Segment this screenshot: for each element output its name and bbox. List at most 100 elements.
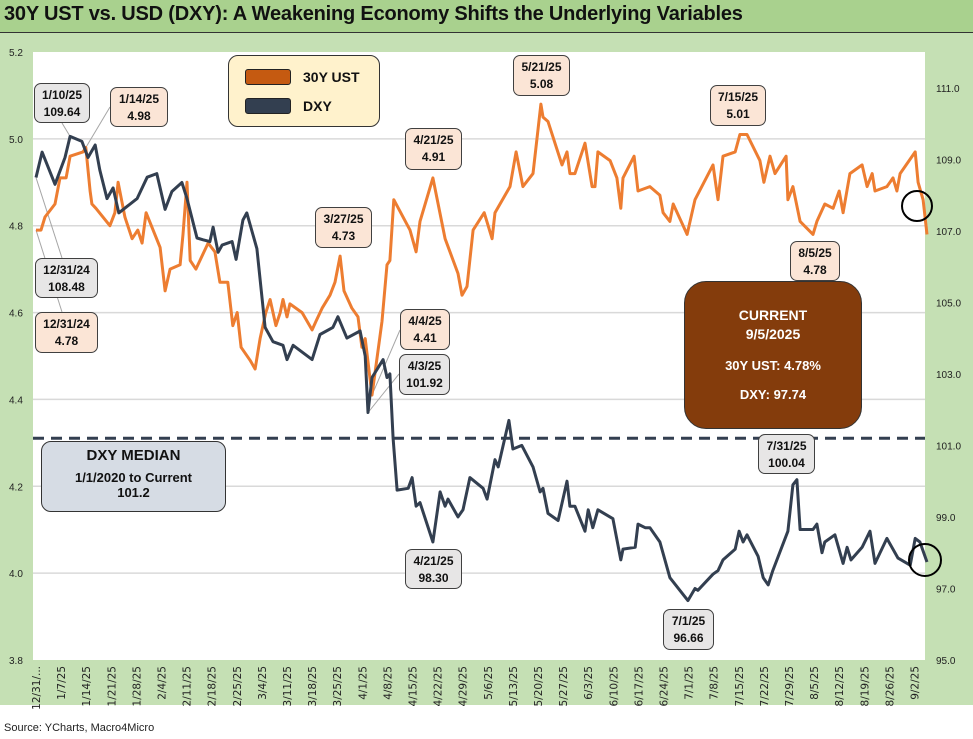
x-tick-label: 1/7/25	[56, 666, 68, 700]
x-tick-label: 2/11/25	[182, 666, 194, 706]
callout-leader-line	[61, 122, 71, 137]
x-tick-label: 1/28/25	[131, 666, 143, 706]
callout-ust-7-15: 7/15/25 5.01	[710, 85, 766, 126]
median-heading: DXY MEDIAN	[86, 447, 181, 464]
callout-dxy-7-1: 7/1/25 96.66	[663, 609, 714, 650]
y-right-tick-label: 103.0	[936, 370, 961, 381]
x-tick-label: 2/18/25	[207, 666, 219, 706]
callout-date: 5/21/25	[521, 60, 562, 74]
callout-value: 100.04	[768, 456, 805, 470]
x-tick-label: 12/31/...	[31, 666, 43, 710]
callout-date: 7/1/25	[671, 614, 706, 628]
x-tick-label: 1/21/25	[106, 666, 118, 706]
y-right-tick-label: 105.0	[936, 298, 961, 309]
callout-ust-4-4: 4/4/25 4.41	[400, 309, 450, 350]
callout-date: 7/15/25	[717, 90, 759, 104]
x-tick-label: 1/14/25	[81, 666, 93, 706]
y-left-tick-label: 3.8	[9, 656, 23, 667]
callout-date: 4/4/25	[408, 314, 442, 328]
x-tick-label: 6/10/25	[608, 666, 620, 706]
x-tick-label: 8/5/25	[809, 666, 821, 700]
callout-dxy-4-21: 4/21/25 98.30	[405, 549, 462, 589]
callout-value: 108.48	[48, 280, 85, 294]
legend-item-dxy: DXY	[245, 98, 332, 114]
x-tick-label: 5/27/25	[558, 666, 570, 706]
x-tick-label: 8/12/25	[834, 666, 846, 706]
callout-value: 4.91	[421, 150, 446, 164]
median-value: 101.2	[117, 485, 150, 500]
x-tick-label: 7/1/25	[684, 666, 696, 700]
callout-dxy-4-3: 4/3/25 101.92	[399, 354, 450, 395]
callout-value: 4.78	[54, 334, 79, 348]
callout-date: 4/21/25	[413, 554, 454, 568]
callout-ust-4-21: 4/21/25 4.91	[405, 128, 462, 170]
legend-swatch-dxy	[245, 98, 291, 114]
legend-swatch-ust	[245, 69, 291, 85]
source-note: Source: YCharts, Macro4Micro	[4, 722, 155, 734]
current-dxy: DXY: 97.74	[739, 387, 807, 402]
x-tick-label: 3/11/25	[282, 666, 294, 706]
callout-leader-line	[367, 373, 400, 413]
y-right-tick-label: 111.0	[936, 84, 960, 95]
callout-value: 98.30	[418, 571, 449, 585]
current-heading: CURRENT	[738, 307, 808, 323]
callout-date: 7/31/25	[766, 439, 807, 453]
legend-label-ust: 30Y UST	[303, 69, 360, 85]
callout-date: 12/31/24	[43, 263, 90, 277]
x-tick-label: 2/4/25	[156, 666, 168, 700]
title-bar: 30Y UST vs. USD (DXY): A Weakening Econo…	[0, 0, 973, 33]
y-left-tick-label: 4.8	[9, 222, 23, 233]
x-tick-label: 2/25/25	[232, 666, 244, 706]
callout-date: 12/31/24	[43, 317, 90, 331]
legend: 30Y UST DXY	[228, 55, 380, 127]
callout-date: 4/21/25	[413, 133, 454, 147]
callout-value: 4.41	[413, 331, 437, 345]
callout-ust-3-27: 3/27/25 4.73	[315, 207, 372, 248]
callout-value: 4.98	[127, 109, 151, 123]
x-tick-label: 7/15/25	[734, 666, 746, 706]
y-left-tick-label: 4.0	[9, 569, 23, 580]
callout-date: 1/10/25	[41, 88, 83, 102]
callout-date: 1/14/25	[118, 92, 160, 106]
x-tick-label: 6/24/25	[658, 666, 670, 706]
ust-current-highlight-circle	[901, 190, 933, 222]
callout-value: 96.66	[673, 631, 704, 645]
callout-leader-line	[371, 329, 401, 396]
current-values-box: CURRENT 9/5/2025 30Y UST: 4.78% DXY: 97.…	[684, 281, 862, 429]
y-right-tick-label: 95.0	[936, 656, 956, 667]
ust-series-line	[36, 102, 929, 397]
x-tick-label: 7/29/25	[784, 666, 796, 706]
callout-dxy-1-10: 1/10/25 109.64	[34, 83, 90, 123]
y-right-tick-label: 99.0	[936, 513, 956, 524]
dxy-series-line	[34, 134, 929, 603]
x-tick-label: 4/22/25	[433, 666, 445, 706]
x-tick-label: 3/4/25	[257, 666, 269, 700]
callout-value: 5.01	[726, 107, 750, 121]
x-tick-label: 8/26/25	[884, 666, 896, 706]
callout-leader-line	[35, 177, 63, 259]
current-date: 9/5/2025	[745, 326, 801, 342]
x-tick-label: 8/19/25	[859, 666, 871, 706]
x-tick-label: 4/1/25	[357, 666, 369, 700]
x-tick-label: 6/17/25	[633, 666, 645, 706]
callout-date: 4/3/25	[407, 359, 442, 373]
x-tick-label: 5/13/25	[508, 666, 520, 706]
y-left-tick-label: 4.2	[9, 482, 23, 493]
x-tick-label: 3/25/25	[332, 666, 344, 706]
callout-value: 4.78	[803, 263, 827, 277]
callout-ust-8-5: 8/5/25 4.78	[790, 241, 840, 281]
x-tick-label: 7/22/25	[759, 666, 771, 706]
callout-ust-12-31: 12/31/24 4.78	[35, 312, 98, 353]
median-period: 1/1/2020 to Current	[74, 470, 193, 485]
callout-ust-1-14: 1/14/25 4.98	[110, 87, 168, 127]
y-left-tick-label: 4.6	[9, 309, 23, 320]
x-tick-label: 4/29/25	[458, 666, 470, 706]
y-left-tick-label: 5.0	[9, 135, 23, 146]
callout-dxy-7-31: 7/31/25 100.04	[758, 434, 815, 474]
x-tick-label: 6/3/25	[583, 666, 595, 700]
callout-leader-line	[85, 106, 111, 148]
y-right-tick-label: 101.0	[936, 441, 961, 452]
dxy-current-highlight-circle	[908, 543, 942, 577]
callout-value: 4.73	[331, 229, 356, 243]
current-ust: 30Y UST: 4.78%	[725, 358, 821, 373]
